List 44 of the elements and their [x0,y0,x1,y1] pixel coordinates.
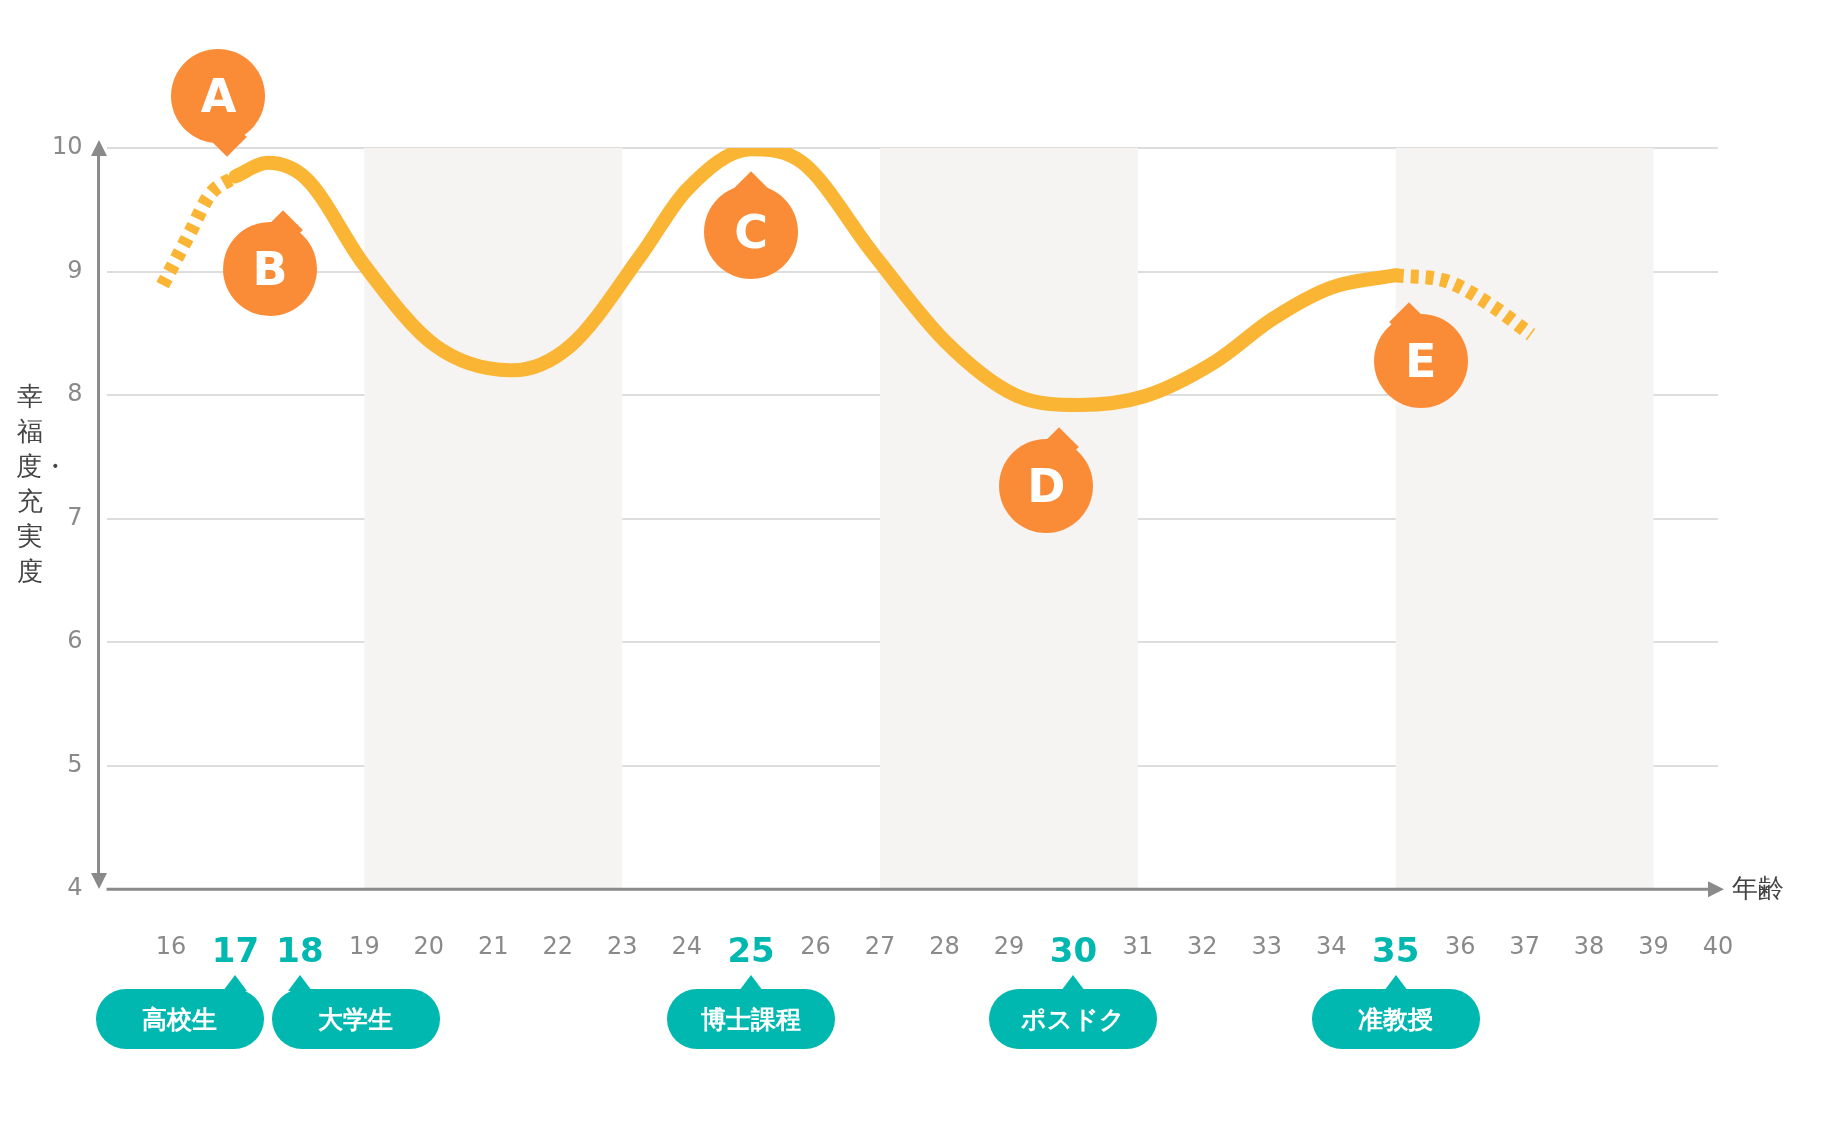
x-tick-label: 26 [800,931,831,960]
x-tick-label: 16 [155,931,187,960]
x-tick-label: 35 [1372,930,1420,971]
x-tick-label: 24 [671,931,702,960]
y-tick-label: 4 [67,873,83,902]
y-tick-label: 7 [67,502,83,531]
x-tick-label: 27 [864,931,896,960]
x-tick-label: 18 [276,930,324,971]
x-tick-label: 31 [1122,931,1154,960]
x-tick-label: 25 [727,930,775,971]
x-tick-label: 32 [1187,931,1218,960]
annotation: C [734,205,768,259]
x-tick-label: 36 [1444,931,1476,960]
text: 准教授 [1358,1003,1434,1036]
annotation: D [1027,458,1066,513]
annotation: B [252,241,288,296]
x-axis-title: 年齢 [1732,872,1784,906]
y-tick-label: 10 [51,132,83,161]
x-tick-label: 20 [413,931,445,960]
annotation: E [1404,334,1437,389]
x-tick-label: 19 [349,931,380,960]
y-tick-label: 6 [67,626,83,655]
x-tick-label: 30 [1049,930,1098,971]
annotation: A [200,69,237,124]
x-tick-label: 34 [1315,931,1347,960]
x-tick-label: 40 [1702,931,1734,960]
y-tick-label: 5 [67,749,83,778]
text: ポスドク [1021,1003,1126,1036]
x-tick-label: 17 [211,930,260,971]
x-tick-label: 39 [1638,931,1669,960]
x-tick-label: 28 [929,931,960,960]
text: 博士課程 [701,1003,802,1036]
x-tick-label: 23 [606,931,638,960]
x-tick-label: 37 [1509,931,1540,960]
y-axis-title: 幸福度・充実度 [16,379,68,588]
x-tick-label: 22 [542,931,574,960]
x-tick-label: 21 [478,931,509,960]
y-tick-label: 9 [67,255,83,284]
text: 大学生 [318,1003,394,1036]
y-tick-label: 8 [67,379,83,408]
x-tick-label: 33 [1251,931,1283,960]
x-tick-label: 29 [993,931,1025,960]
x-tick-label: 38 [1573,931,1605,960]
text: 高校生 [142,1003,218,1036]
